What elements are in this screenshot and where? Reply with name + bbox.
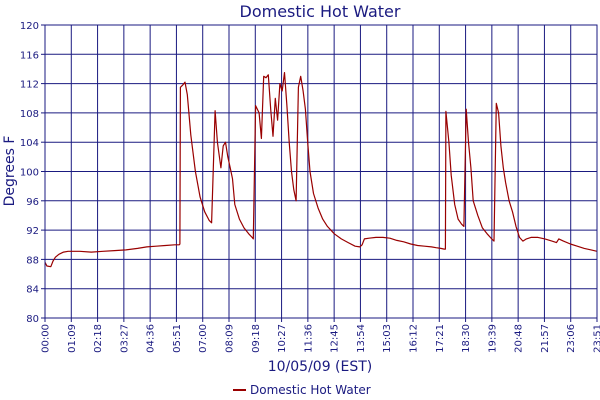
y-tick-label: 120 bbox=[20, 21, 39, 32]
x-tick-label: 15:03 bbox=[382, 324, 393, 353]
x-tick-label: 00:00 bbox=[41, 324, 52, 353]
y-tick-label: 88 bbox=[26, 255, 39, 266]
y-tick-label: 112 bbox=[20, 80, 39, 91]
series-line-domestic-hot-water bbox=[44, 71, 598, 268]
x-tick-label: 18:30 bbox=[461, 324, 472, 353]
x-tick-label: 03:27 bbox=[119, 324, 130, 353]
y-tick-label: 80 bbox=[26, 314, 39, 325]
chart-title: Domestic Hot Water bbox=[240, 2, 401, 21]
x-tick-label: 20:48 bbox=[514, 324, 525, 353]
y-axis-label: Degrees F bbox=[2, 136, 18, 207]
x-tick-label: 04:36 bbox=[146, 324, 157, 353]
legend: Domestic Hot Water bbox=[233, 383, 371, 397]
y-tick-label: 108 bbox=[20, 109, 39, 120]
x-tick-label: 21:57 bbox=[540, 324, 551, 353]
y-axis-ticks: 80 84 88 92 96 100 104 108 112 116 120 bbox=[20, 21, 45, 325]
x-tick-label: 19:39 bbox=[487, 324, 498, 353]
x-axis-label: 10/05/09 (EST) bbox=[268, 359, 373, 375]
x-tick-label: 10:27 bbox=[277, 324, 288, 353]
y-tick-label: 96 bbox=[26, 197, 39, 208]
x-tick-label: 01:09 bbox=[67, 324, 78, 353]
y-tick-label: 104 bbox=[20, 138, 39, 149]
x-tick-label: 13:54 bbox=[356, 324, 367, 353]
x-tick-label: 11:36 bbox=[303, 324, 314, 353]
x-tick-label: 08:09 bbox=[225, 324, 236, 353]
series-layer bbox=[44, 71, 598, 268]
x-tick-label: 23:51 bbox=[593, 324, 600, 353]
x-tick-label: 23:06 bbox=[566, 324, 577, 353]
y-tick-label: 84 bbox=[26, 285, 39, 296]
legend-label: Domestic Hot Water bbox=[250, 383, 371, 397]
x-tick-label: 07:00 bbox=[198, 324, 209, 353]
y-tick-label: 116 bbox=[20, 50, 39, 61]
y-tick-label: 100 bbox=[20, 168, 39, 179]
x-tick-label: 12:45 bbox=[330, 324, 341, 353]
x-tick-label: 09:18 bbox=[251, 324, 262, 353]
y-tick-label: 92 bbox=[26, 226, 39, 237]
x-tick-label: 17:21 bbox=[435, 324, 446, 353]
x-tick-label: 05:51 bbox=[172, 324, 183, 353]
x-axis-ticks: 00:00 01:09 02:18 03:27 04:36 05:51 07:00 08:09… bbox=[41, 318, 600, 353]
x-tick-label: 02:18 bbox=[93, 324, 104, 353]
x-tick-label: 16:12 bbox=[409, 324, 420, 353]
